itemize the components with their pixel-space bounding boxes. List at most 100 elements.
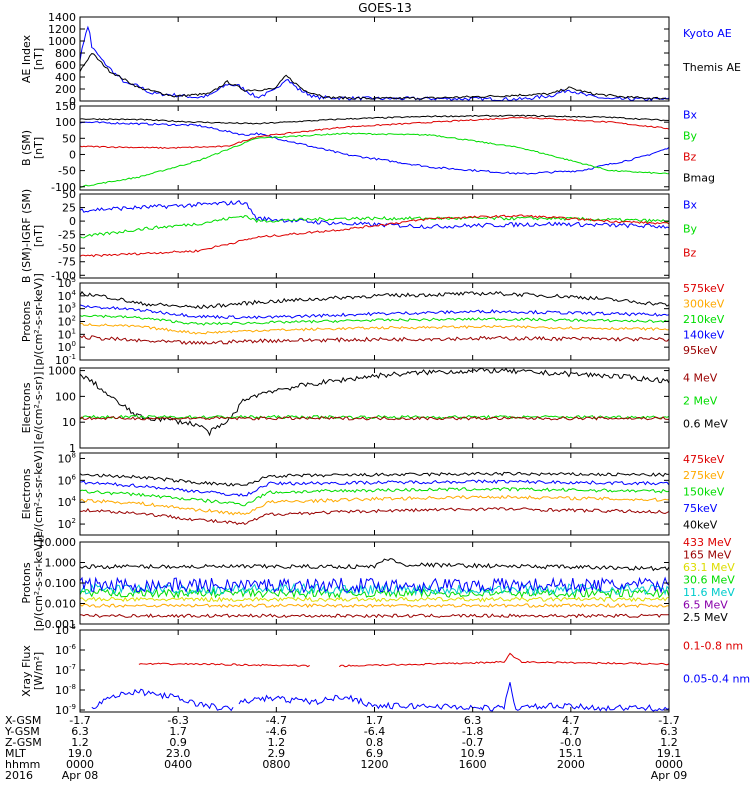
y-tick-label: 25 bbox=[62, 202, 76, 215]
series-line-140kev bbox=[80, 322, 669, 335]
series-line-2-5-mev bbox=[80, 558, 669, 572]
legend-label: 11.6 MeV bbox=[683, 586, 735, 599]
x-tick-label: -1.8 bbox=[462, 725, 483, 738]
y-tick-label: 10-8 bbox=[55, 683, 76, 697]
x-tick-label: 1.2 bbox=[268, 736, 286, 749]
legend-label: 0.6 MeV bbox=[683, 417, 728, 430]
legend-label: 0.1-0.8 nm bbox=[683, 640, 743, 653]
x-tick-label: -4.6 bbox=[266, 725, 287, 738]
panel-4: 10510410310210110010-1Protons[p/(cm²-s-s… bbox=[20, 273, 725, 370]
x-tick-label: -4.7 bbox=[266, 714, 287, 727]
series-line-0-6-mev bbox=[80, 368, 669, 437]
y-tick-label: 50 bbox=[62, 132, 76, 145]
legend-label: 30.6 MeV bbox=[683, 574, 735, 587]
x-tick-label: 6.3 bbox=[71, 725, 89, 738]
series-line-40kev bbox=[80, 471, 669, 487]
series-line-275kev bbox=[80, 494, 669, 516]
legend-label: 575keV bbox=[683, 282, 725, 295]
x-tick-label: -1.7 bbox=[69, 714, 90, 727]
y-tick-label: 150 bbox=[55, 100, 76, 113]
panel-2: 150 100 50 0 -50 -100 B (SM)[nT] Bx By Bz Bmag bbox=[20, 100, 715, 194]
legend-label: 433 MeV bbox=[683, 536, 732, 549]
y-tick-label: 105 bbox=[58, 276, 76, 290]
y-tick-label: 10-5 bbox=[55, 623, 76, 637]
series-line-bmag bbox=[80, 114, 669, 125]
y-tick-label: 0 bbox=[69, 148, 76, 161]
x-tick-label: 1.7 bbox=[366, 714, 384, 727]
y-axis-label: Protons[p/(cm²-s-sr-keV)] bbox=[20, 535, 45, 632]
series-line-by bbox=[80, 214, 669, 239]
y-axis-label: B (SM)[nT] bbox=[20, 130, 45, 166]
series-line-bx bbox=[80, 121, 669, 175]
x-tick-label: 0000 bbox=[66, 758, 94, 771]
legend-label: 210keV bbox=[683, 313, 725, 326]
y-tick-label: -50 bbox=[58, 242, 76, 255]
y-tick-label: 0 bbox=[69, 95, 76, 108]
legend-label: Kyoto AE bbox=[683, 27, 732, 40]
y-tick-label: 1200 bbox=[48, 23, 76, 36]
y-tick-label: 103 bbox=[58, 302, 76, 316]
series-line-210kev bbox=[80, 314, 669, 326]
legend-label: 63.1 MeV bbox=[683, 561, 735, 574]
legend-label: 0.05-0.4 nm bbox=[683, 673, 750, 686]
y-axis-label: B (SM)-IGRF (SM)[nT] bbox=[20, 189, 45, 283]
y-tick-label: 800 bbox=[55, 47, 76, 60]
panel-frame bbox=[79, 193, 670, 279]
y-tick-label: 101 bbox=[58, 327, 76, 341]
series-line-0-05-0-4-nm-1 bbox=[238, 694, 481, 711]
x-tick-label: -1.7 bbox=[658, 714, 679, 727]
legend-label: 2.5 MeV bbox=[683, 611, 728, 624]
y-tick-label: 0.010 bbox=[45, 598, 77, 611]
legend-label: 165 MeV bbox=[683, 549, 732, 562]
y-tick-label: 1 bbox=[69, 442, 76, 455]
y-tick-label: 100 bbox=[58, 340, 76, 354]
x-tick-label: 1.2 bbox=[660, 736, 678, 749]
panel-frame bbox=[79, 16, 670, 102]
series-line-2-mev bbox=[80, 414, 669, 420]
series-line-433-mev bbox=[80, 613, 669, 619]
y-tick-label: 1400 bbox=[48, 11, 76, 24]
y-tick-label: 200 bbox=[55, 83, 76, 96]
y-tick-label: 0 bbox=[69, 215, 76, 228]
x-tick-label: -0.7 bbox=[462, 736, 483, 749]
y-tick-label: 0.001 bbox=[45, 618, 77, 631]
series-line-6-5-mev bbox=[80, 576, 669, 594]
series-line-150kev bbox=[80, 487, 669, 507]
series-line-0-1-0-8-nm bbox=[138, 662, 310, 668]
panel-5: 1000 100 10 1 Electrons[e/(cm²-s-sr)] 4 MeV 2 … bbox=[20, 365, 728, 455]
y-tick-label: -50 bbox=[58, 165, 76, 178]
y-axis-label: Electrons[e/(cm²-s-sr)] bbox=[20, 372, 45, 445]
legend-label: Bz bbox=[683, 151, 697, 164]
y-tick-label: 102 bbox=[58, 315, 76, 329]
x-tick-label: 4.7 bbox=[562, 725, 580, 738]
y-tick-label: 10-6 bbox=[55, 643, 77, 657]
panel-frame bbox=[79, 629, 670, 713]
x-tick-label: 6.3 bbox=[660, 725, 678, 738]
y-axis-label: AE Index[nT] bbox=[20, 34, 45, 83]
series-line-30-6-mev bbox=[80, 587, 669, 599]
series-line-0-1-0-8-nm-1 bbox=[338, 652, 669, 668]
x-tick-label: 0400 bbox=[164, 758, 192, 771]
legend-label: 95keV bbox=[683, 344, 718, 357]
panel-7: 10.000 1.000 0.100 0.010 0.001Protons[p/(cm²… bbox=[20, 535, 735, 632]
y-axis-label: Xray Flux[W/m²] bbox=[20, 645, 45, 697]
y-tick-label: 10.000 bbox=[38, 536, 77, 549]
panel-frame bbox=[79, 367, 670, 449]
x-tick-label: Apr 08 bbox=[62, 769, 99, 782]
y-tick-label: 1000 bbox=[48, 35, 76, 48]
y-tick-label: 106 bbox=[58, 473, 77, 487]
x-row-label: 2016 bbox=[5, 769, 33, 782]
x-tick-label: 1200 bbox=[361, 758, 389, 771]
legend-label: Bz bbox=[683, 246, 697, 259]
legend-label: 475keV bbox=[683, 453, 725, 466]
x-tick-label: 2000 bbox=[557, 758, 585, 771]
series-line-0-05-0-4-nm bbox=[91, 688, 234, 712]
y-axis-label: Protons[p/(cm²-s-sr-keV)] bbox=[20, 273, 45, 370]
x-tick-label: 1.7 bbox=[169, 725, 187, 738]
series-line-63-1-mev bbox=[80, 596, 669, 603]
legend-label: Bmag bbox=[683, 172, 715, 185]
